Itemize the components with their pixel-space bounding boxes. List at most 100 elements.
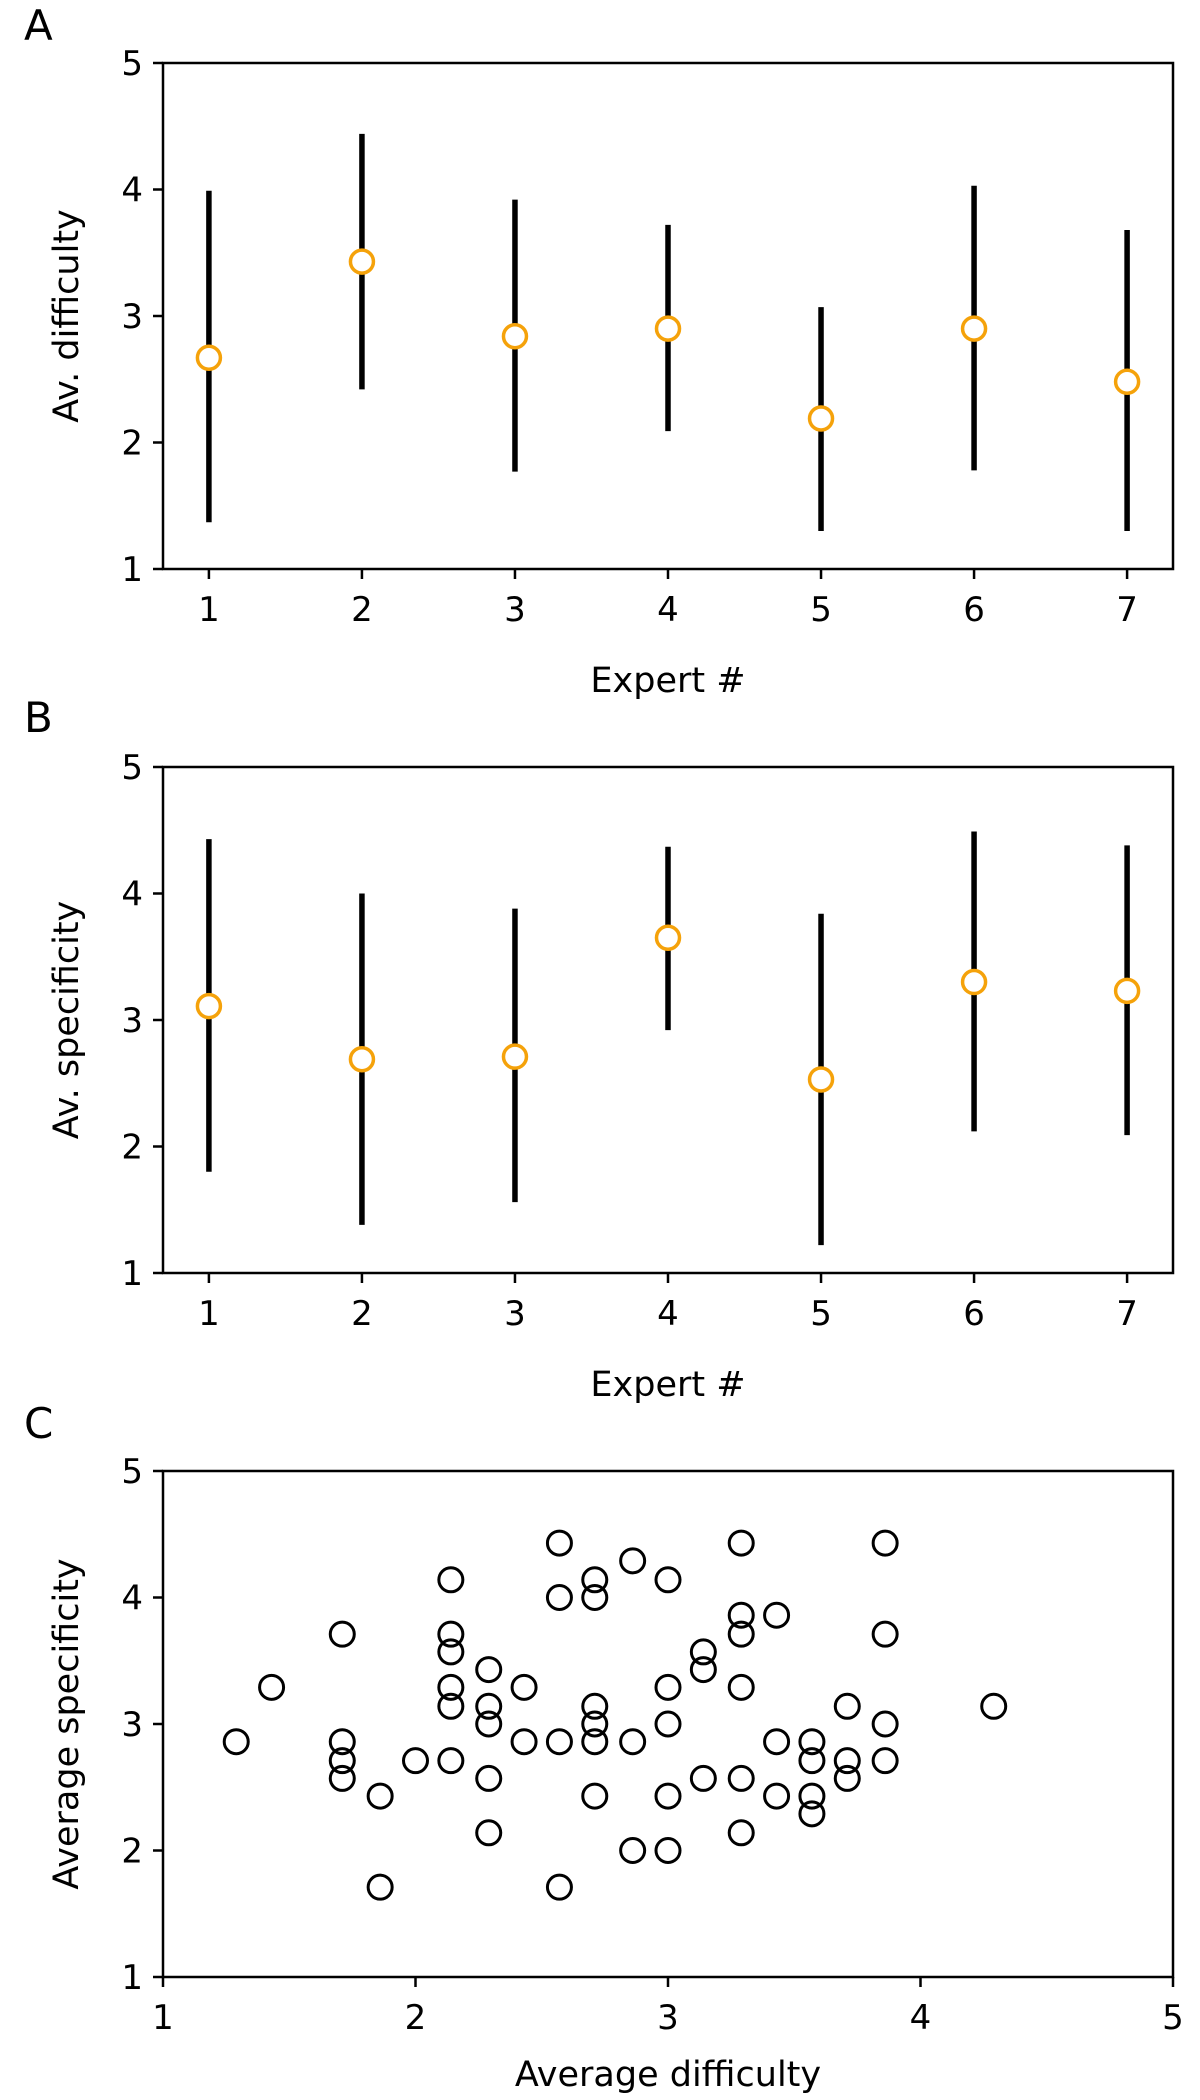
x-tick-label: 3 — [504, 1294, 526, 1334]
scatter-point — [763, 1601, 791, 1629]
scatter-point — [654, 1566, 682, 1594]
scatter-point — [475, 1656, 503, 1684]
scatter-point — [328, 1764, 356, 1792]
mean-marker — [960, 968, 988, 996]
y-axis-label-a: Av. difficulty — [47, 209, 87, 423]
scatter-point — [258, 1673, 286, 1701]
scatter-point — [763, 1782, 791, 1810]
x-tick-label: 2 — [351, 590, 373, 630]
plot-frame-c — [161, 1469, 1175, 1979]
scatter-point — [727, 1764, 755, 1792]
x-axis-label-b: Expert # — [590, 1365, 745, 1405]
scatter-point — [475, 1692, 503, 1720]
x-tick-label: 4 — [657, 1294, 679, 1334]
scatter-point — [619, 1728, 647, 1756]
y-tick-label: 5 — [121, 748, 143, 788]
scatter-point — [581, 1566, 609, 1594]
scatter-point — [833, 1764, 861, 1792]
scatter-point — [798, 1747, 826, 1775]
mean-marker — [654, 315, 682, 342]
x-tick-label: 3 — [657, 1998, 679, 2038]
panel-c: C 1 2 3 4 5 1 2 3 4 5 Average difficulty Average … — [24, 1399, 1184, 2095]
scatter-point — [654, 1673, 682, 1701]
scatter-point — [798, 1800, 826, 1828]
panel-c-marks: 1 2 3 4 5 1 2 3 4 5 — [121, 1452, 1183, 2038]
scatter-point — [689, 1656, 717, 1684]
panel-b: B 1 2 3 4 5 6 7 1 2 3 4 5 Expert # Av. specificity — [24, 693, 1175, 1405]
x-tick-label: 6 — [963, 590, 985, 630]
scatter-point — [727, 1529, 755, 1557]
scatter-point — [475, 1819, 503, 1847]
scatter-point — [833, 1747, 861, 1775]
mean-marker — [1113, 368, 1141, 396]
scatter-point — [328, 1747, 356, 1775]
y-tick-label: 2 — [121, 424, 143, 464]
scatter-point — [437, 1566, 465, 1594]
scatter-point — [475, 1710, 503, 1738]
y-tick-label: 5 — [121, 44, 143, 84]
scatter-point — [871, 1710, 899, 1738]
mean-marker — [807, 405, 835, 432]
y-tick-label: 2 — [121, 1832, 143, 1872]
x-tick-label: 7 — [1116, 1294, 1138, 1334]
scatter-point — [437, 1692, 465, 1720]
scatter-point — [689, 1638, 717, 1666]
mean-marker — [195, 992, 223, 1020]
y-axis-label-b: Av. specificity — [47, 901, 87, 1140]
x-tick-label: 5 — [1162, 1998, 1184, 2038]
y-tick-label: 2 — [121, 1128, 143, 1168]
mean-marker — [960, 315, 988, 342]
y-tick-label: 5 — [121, 1452, 143, 1492]
scatter-point — [581, 1728, 609, 1756]
scatter-point — [328, 1620, 356, 1648]
scatter-point — [402, 1747, 429, 1775]
scatter-point — [871, 1620, 899, 1648]
scatter-point — [581, 1692, 609, 1720]
x-tick-label: 6 — [963, 1294, 985, 1334]
x-tick-label: 4 — [657, 590, 679, 630]
scatter-point — [689, 1764, 717, 1792]
mean-marker — [501, 1043, 529, 1070]
scatter-point — [581, 1584, 609, 1611]
scatter-point — [545, 1584, 573, 1611]
y-axis-label-c: Average specificity — [47, 1558, 87, 1889]
mean-marker — [654, 924, 682, 952]
scatter-point — [798, 1728, 826, 1756]
y-tick-label: 1 — [121, 550, 143, 590]
x-tick-label: 5 — [810, 1294, 832, 1334]
y-tick-label: 1 — [121, 1958, 143, 1998]
scatter-point — [654, 1710, 682, 1738]
y-tick-label: 3 — [121, 1001, 143, 1041]
mean-marker — [195, 344, 223, 371]
scatter-point — [437, 1673, 465, 1701]
scatter-point — [871, 1529, 899, 1557]
x-tick-label: 5 — [810, 590, 832, 630]
scatter-point — [475, 1764, 503, 1792]
scatter-point — [545, 1728, 573, 1756]
mean-marker — [501, 322, 529, 350]
panel-letter-b: B — [24, 693, 53, 742]
y-tick-label: 3 — [121, 297, 143, 337]
scatter-point — [437, 1638, 465, 1666]
mean-marker — [348, 248, 376, 275]
scatter-point — [980, 1692, 1008, 1720]
scatter-point — [545, 1529, 573, 1557]
x-tick-label: 3 — [504, 590, 526, 630]
scatter-point — [222, 1728, 250, 1756]
scatter-point — [619, 1837, 647, 1864]
scatter-point — [366, 1782, 394, 1810]
y-tick-label: 4 — [121, 1579, 143, 1619]
scatter-point — [871, 1747, 899, 1775]
scatter-point — [654, 1837, 682, 1864]
scatter-point — [619, 1547, 647, 1575]
scatter-point — [510, 1673, 538, 1701]
mean-marker — [1113, 977, 1141, 1005]
x-tick-label: 1 — [198, 1294, 220, 1334]
x-tick-label: 4 — [910, 1998, 932, 2038]
x-axis-label-a: Expert # — [590, 661, 745, 701]
x-tick-label: 2 — [405, 1998, 427, 2038]
x-tick-label: 1 — [152, 1998, 174, 2038]
scatter-point — [833, 1692, 861, 1720]
panel-b-marks: 1 2 3 4 5 6 7 1 2 3 4 5 — [121, 748, 1141, 1334]
scatter-point — [654, 1782, 682, 1810]
